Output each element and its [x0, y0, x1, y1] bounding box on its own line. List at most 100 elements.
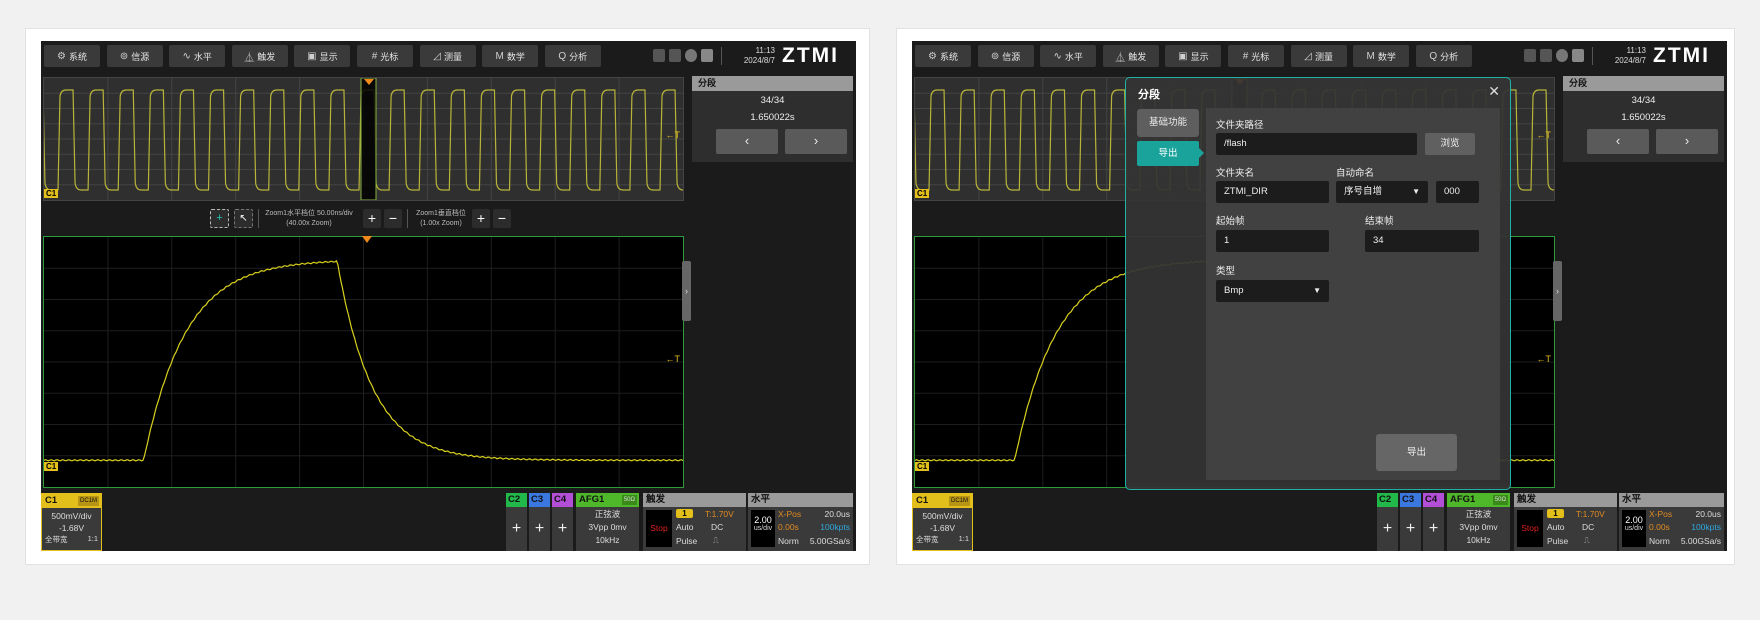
touch-icon[interactable]: [1572, 49, 1584, 62]
channel-3-panel[interactable]: C3 +: [1400, 493, 1421, 551]
channel-3-panel[interactable]: C3 +: [529, 493, 550, 551]
trigger-panel[interactable]: 触发 Stop 1 T:1.70V Auto DC Pulse ⎍: [1514, 493, 1617, 551]
c1-bandwidth: 全带宽: [916, 535, 939, 544]
toolbar-button-7[interactable]: M 数学: [482, 45, 539, 67]
toolbar-button-4[interactable]: ▣ 显示: [1165, 45, 1222, 67]
xpos-value: 20.0us: [824, 509, 850, 519]
ztmi-logo: ZTMI: [1653, 44, 1710, 67]
zoom-v-plus-button[interactable]: +: [472, 209, 490, 228]
toolbar-button-6[interactable]: ◿ 测量: [419, 45, 476, 67]
toolbar-button-2[interactable]: ∿ 水平: [169, 45, 226, 67]
c1-panel[interactable]: C1 DC1M 500mV/div -1.68V 全带宽 1:1: [912, 493, 973, 551]
usb-icon[interactable]: [1524, 49, 1536, 62]
channel-2-panel[interactable]: C2 +: [1377, 493, 1398, 551]
toolbar-label: 测量: [443, 51, 462, 62]
storage-icon[interactable]: [1540, 49, 1552, 62]
afg-amplitude: 3Vpp 0mv: [588, 522, 627, 532]
run-stop-button[interactable]: Stop: [1517, 510, 1543, 547]
add-channel-icon[interactable]: +: [529, 507, 550, 551]
channel-4-panel[interactable]: C4 +: [1423, 493, 1444, 551]
afg-label: AFG1: [579, 494, 605, 505]
toolbar-button-3[interactable]: ⏅ 触发: [1102, 45, 1159, 67]
add-channel-icon[interactable]: +: [1377, 507, 1398, 551]
side-panel-toggle[interactable]: ›: [682, 261, 691, 321]
zoom-h-plus-button[interactable]: +: [363, 209, 381, 228]
toolbar-label: 光标: [380, 51, 399, 62]
trigger-icon: ⏅: [1115, 52, 1126, 64]
prev-segment-button[interactable]: ‹: [1587, 129, 1649, 154]
channel-2-panel[interactable]: C2 +: [506, 493, 527, 551]
afg1-panel[interactable]: AFG1 50Ω 正弦波 3Vpp 0mv 10kHz: [1447, 493, 1510, 551]
horizontal-panel[interactable]: 水平 2.00 us/div X-Pos 20.0us 0.00s 100kpt…: [1619, 493, 1724, 551]
add-channel-icon[interactable]: +: [552, 507, 573, 551]
divider: [258, 209, 259, 228]
run-stop-button[interactable]: Stop: [646, 510, 672, 547]
trigger-type: Pulse: [676, 536, 698, 546]
channel-4-panel[interactable]: C4 +: [552, 493, 573, 551]
c1-offset: -1.68V: [929, 523, 956, 533]
tab-export[interactable]: 导出: [1137, 141, 1199, 166]
segment-export-dialog: 分段 ✕ 基础功能 导出 文件夹路径 /flash 浏览 文件夹名 自动命名 Z…: [1125, 77, 1511, 490]
c1-coupling-badge: DC1M: [77, 496, 99, 506]
sample-rate: 5.00GSa/s: [809, 536, 850, 546]
date: 2024/8/7: [743, 56, 775, 65]
auto-name-select[interactable]: 序号自增 ▼: [1336, 181, 1428, 203]
toolbar-button-4[interactable]: ▣ 显示: [294, 45, 351, 67]
afg-impedance: 50Ω: [621, 495, 637, 505]
toolbar-button-1[interactable]: ⊚ 信源: [977, 45, 1034, 67]
toolbar-button-8[interactable]: Q 分析: [1415, 45, 1472, 67]
segment-panel: 分段 34/34 1.650022s ‹ ›: [1563, 76, 1724, 162]
add-channel-icon[interactable]: +: [506, 507, 527, 551]
add-channel-icon[interactable]: +: [1423, 507, 1444, 551]
type-select[interactable]: Bmp ▼: [1216, 280, 1329, 302]
auto-number-input[interactable]: 000: [1436, 181, 1479, 203]
afg1-panel[interactable]: AFG1 50Ω 正弦波 3Vpp 0mv 10kHz: [576, 493, 639, 551]
tab-basic[interactable]: 基础功能: [1137, 109, 1199, 137]
close-icon[interactable]: ✕: [1488, 83, 1500, 99]
network-icon[interactable]: [685, 49, 697, 62]
next-segment-button[interactable]: ›: [785, 129, 847, 154]
browse-button[interactable]: 浏览: [1425, 133, 1475, 155]
next-segment-button[interactable]: ›: [1656, 129, 1718, 154]
toolbar-button-0[interactable]: ⚙ 系统: [915, 45, 971, 67]
folder-name-input[interactable]: ZTMI_DIR: [1216, 181, 1329, 203]
toolbar-button-2[interactable]: ∿ 水平: [1040, 45, 1097, 67]
divider: [721, 47, 722, 65]
trigger-icon: ⏅: [244, 52, 255, 64]
toolbar-label: 系统: [939, 51, 958, 62]
side-panel-toggle[interactable]: ›: [1553, 261, 1562, 321]
trigger-panel[interactable]: 触发 Stop 1 T:1.70V Auto DC Pulse ⎍: [643, 493, 746, 551]
start-frame-input[interactable]: 1: [1216, 230, 1329, 252]
zoom-select-icon[interactable]: +: [210, 209, 229, 228]
xpos-value: 20.0us: [1695, 509, 1721, 519]
toolbar-button-5[interactable]: # 光标: [357, 45, 413, 67]
toolbar-button-7[interactable]: M 数学: [1353, 45, 1410, 67]
horizontal-panel[interactable]: 水平 2.00 us/div X-Pos 20.0us 0.00s 100kpt…: [748, 493, 853, 551]
toolbar-label: 光标: [1251, 51, 1270, 62]
c1-panel[interactable]: C1 DC1M 500mV/div -1.68V 全带宽 1:1: [41, 493, 102, 551]
network-icon[interactable]: [1556, 49, 1568, 62]
overview-waveform[interactable]: C1 ←T: [43, 77, 684, 201]
usb-icon[interactable]: [653, 49, 665, 62]
toolbar-button-8[interactable]: Q 分析: [544, 45, 601, 67]
path-input[interactable]: /flash: [1216, 133, 1417, 155]
storage-icon[interactable]: [669, 49, 681, 62]
zoom-v-minus-button[interactable]: −: [493, 209, 511, 228]
touch-icon[interactable]: [701, 49, 713, 62]
toolbar-button-5[interactable]: # 光标: [1228, 45, 1284, 67]
trigger-source: 1: [1547, 509, 1564, 518]
prev-segment-button[interactable]: ‹: [716, 129, 778, 154]
add-channel-icon[interactable]: +: [1400, 507, 1421, 551]
zoom-h-minus-button[interactable]: −: [384, 209, 402, 228]
trigger-level-marker: ←T: [1536, 130, 1552, 140]
pointer-select-icon[interactable]: ↖: [234, 209, 253, 228]
toolbar-button-6[interactable]: ◿ 测量: [1290, 45, 1347, 67]
toolbar-button-0[interactable]: ⚙ 系统: [44, 45, 100, 67]
zoom-waveform[interactable]: C1 ←T: [43, 236, 684, 488]
zoom-h-scale: Zoom1水平档位 50.00ns/div (40.00x Zoom): [259, 209, 359, 229]
toolbar-button-1[interactable]: ⊚ 信源: [106, 45, 163, 67]
trigger-label: T: [1545, 354, 1552, 364]
export-button[interactable]: 导出: [1376, 434, 1457, 471]
toolbar-button-3[interactable]: ⏅ 触发: [231, 45, 288, 67]
end-frame-input[interactable]: 34: [1365, 230, 1479, 252]
